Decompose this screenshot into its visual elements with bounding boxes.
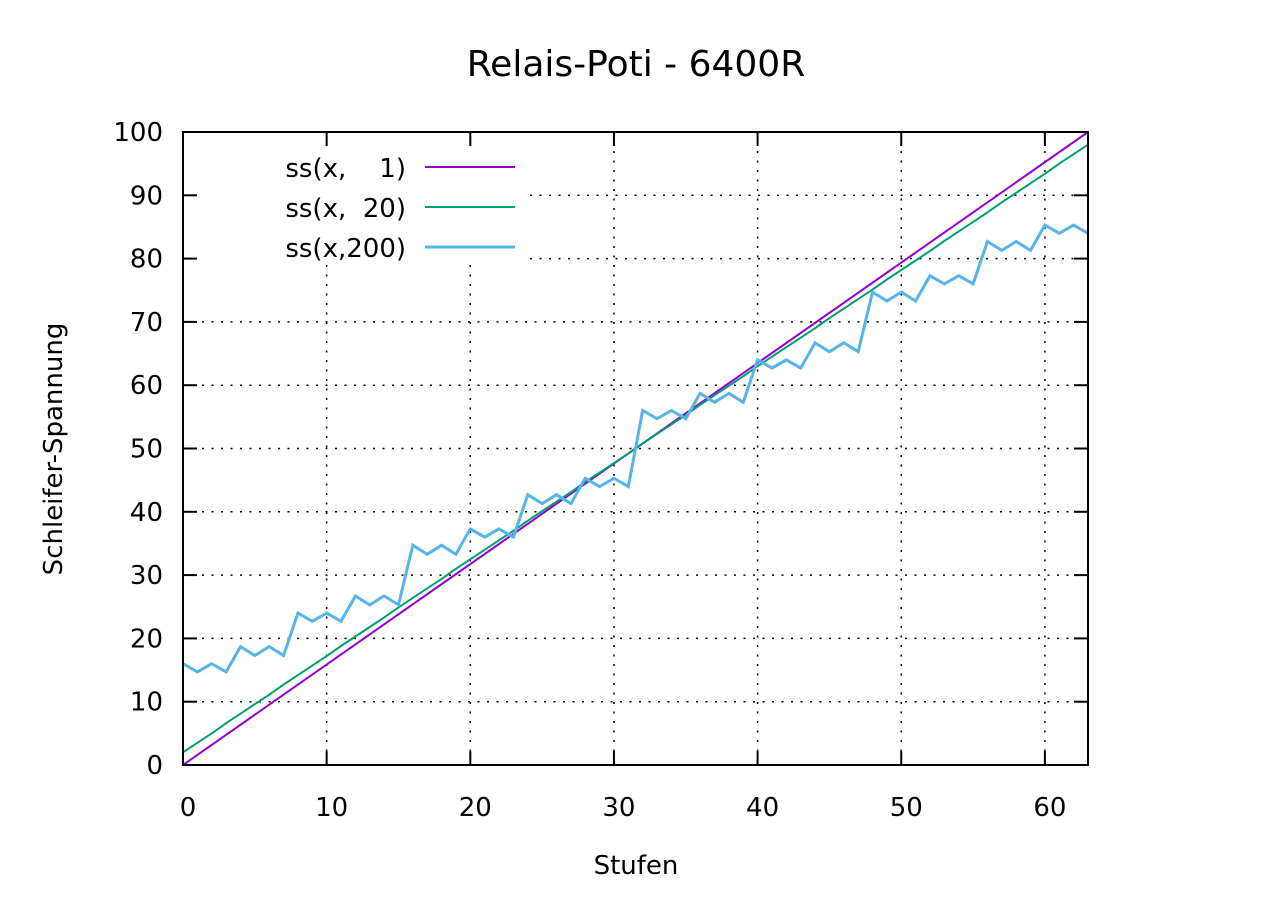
legend-label: ss(x,200) [285, 234, 406, 264]
x-tick-label: 50 [890, 793, 923, 823]
x-tick-label: 60 [1033, 793, 1066, 823]
y-tick-label: 40 [130, 498, 163, 528]
grid [183, 132, 1088, 765]
legend: ss(x, 1) ss(x, 20) ss(x,200) [285, 154, 515, 264]
x-tick-label: 20 [459, 793, 492, 823]
axis-ticks: 0 10 20 30 40 50 60 0 10 20 30 40 50 60 70 80 90 100 [113, 118, 1088, 823]
legend-label: ss(x, 1) [285, 154, 406, 184]
y-tick-label: 80 [130, 245, 163, 275]
y-tick-label: 20 [130, 624, 163, 654]
chart-title: Relais-Poti - 6400R [467, 44, 805, 85]
x-axis-label: Stufen [594, 851, 679, 881]
plot-frame [182, 131, 1089, 766]
y-tick-label: 10 [130, 688, 163, 718]
y-tick-label: 100 [113, 118, 163, 148]
x-tick-label: 0 [180, 793, 197, 823]
series-group [182, 131, 1089, 766]
y-tick-label: 70 [130, 308, 163, 338]
y-tick-label: 50 [130, 435, 163, 465]
y-tick-label: 30 [130, 561, 163, 591]
legend-label: ss(x, 20) [285, 194, 406, 224]
x-tick-label: 40 [746, 793, 779, 823]
series-line-3 [182, 223, 1089, 674]
y-tick-label: 90 [130, 181, 163, 211]
y-tick-label: 60 [130, 371, 163, 401]
x-tick-label: 30 [602, 793, 635, 823]
x-tick-label: 10 [315, 793, 348, 823]
y-tick-label: 0 [146, 751, 163, 781]
y-axis-label: Schleifer-Spannung [39, 323, 69, 576]
